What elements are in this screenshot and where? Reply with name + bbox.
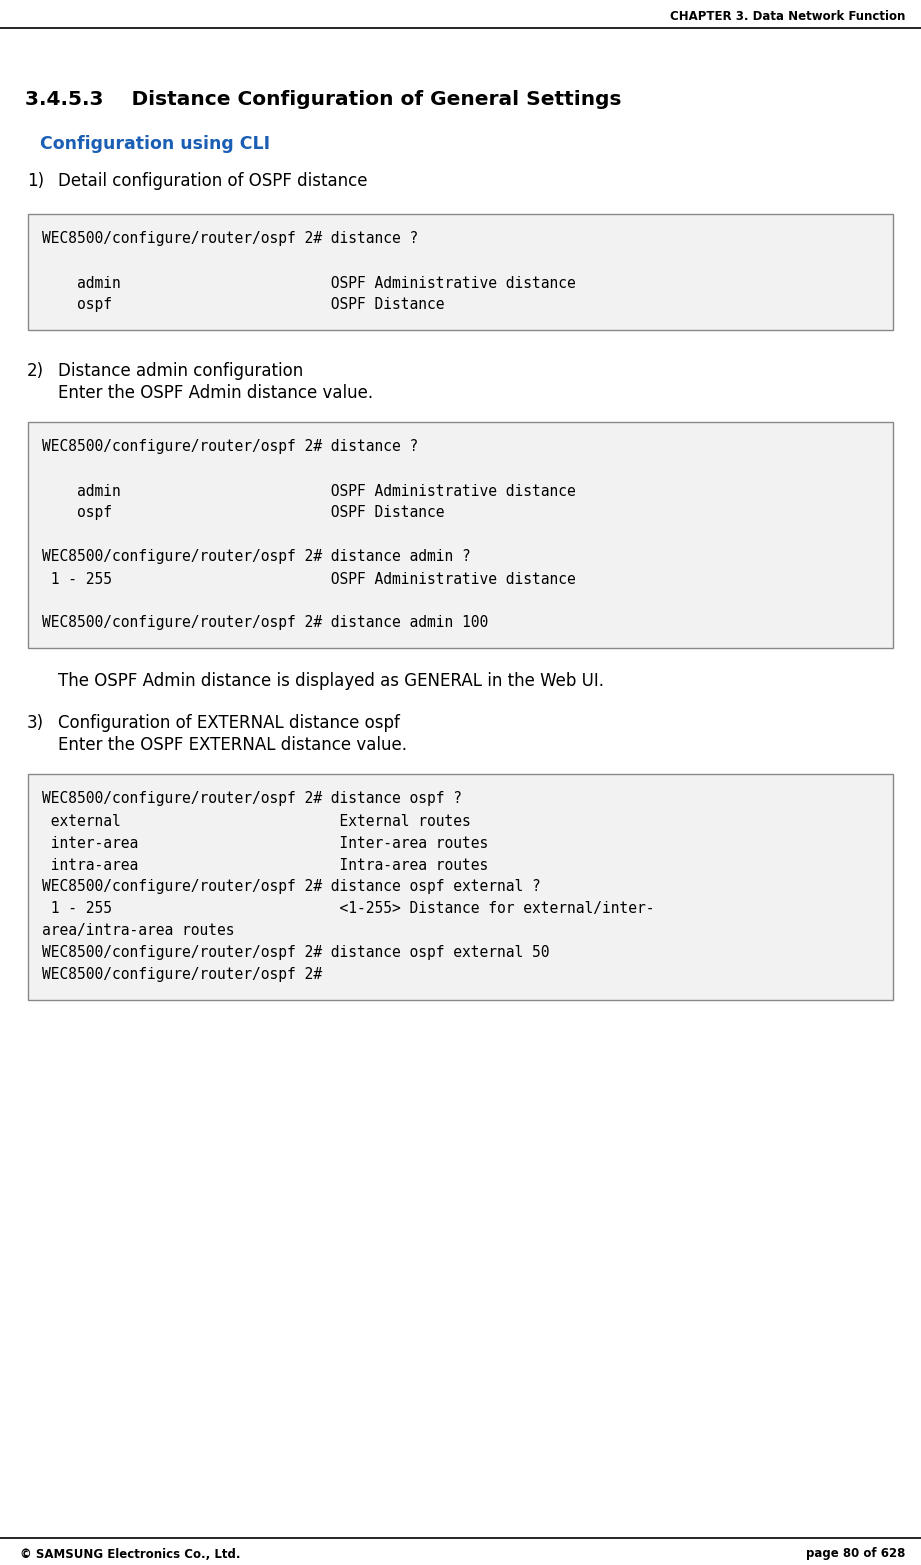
- Text: WEC8500/configure/router/ospf 2# distance ospf external ?: WEC8500/configure/router/ospf 2# distanc…: [42, 880, 541, 895]
- Text: 1): 1): [27, 172, 44, 189]
- Text: 3): 3): [27, 714, 44, 732]
- Text: external                         External routes: external External routes: [42, 814, 471, 828]
- Text: The OSPF Admin distance is displayed as GENERAL in the Web UI.: The OSPF Admin distance is displayed as …: [58, 671, 604, 690]
- Text: WEC8500/configure/router/ospf 2# distance ospf external 50: WEC8500/configure/router/ospf 2# distanc…: [42, 945, 550, 961]
- Text: Enter the OSPF Admin distance value.: Enter the OSPF Admin distance value.: [58, 383, 373, 402]
- Text: ospf                         OSPF Distance: ospf OSPF Distance: [42, 505, 445, 521]
- Text: 3.4.5.3    Distance Configuration of General Settings: 3.4.5.3 Distance Configuration of Genera…: [25, 91, 622, 110]
- Text: WEC8500/configure/router/ospf 2# distance ?: WEC8500/configure/router/ospf 2# distanc…: [42, 232, 418, 247]
- Text: 1 - 255                          <1-255> Distance for external/inter-: 1 - 255 <1-255> Distance for external/in…: [42, 901, 655, 917]
- Text: admin                        OSPF Administrative distance: admin OSPF Administrative distance: [42, 275, 576, 291]
- Text: area/intra-area routes: area/intra-area routes: [42, 923, 235, 939]
- Text: page 80 of 628: page 80 of 628: [806, 1548, 905, 1560]
- Text: Detail configuration of OSPF distance: Detail configuration of OSPF distance: [58, 172, 367, 189]
- Text: Distance admin configuration: Distance admin configuration: [58, 362, 303, 380]
- Text: Configuration of EXTERNAL distance ospf: Configuration of EXTERNAL distance ospf: [58, 714, 400, 732]
- FancyBboxPatch shape: [28, 775, 893, 1000]
- FancyBboxPatch shape: [28, 423, 893, 648]
- Text: Configuration using CLI: Configuration using CLI: [40, 135, 270, 153]
- Text: WEC8500/configure/router/ospf 2#: WEC8500/configure/router/ospf 2#: [42, 967, 322, 983]
- Text: admin                        OSPF Administrative distance: admin OSPF Administrative distance: [42, 484, 576, 499]
- Text: © SAMSUNG Electronics Co., Ltd.: © SAMSUNG Electronics Co., Ltd.: [20, 1548, 240, 1560]
- Text: 2): 2): [27, 362, 44, 380]
- Text: WEC8500/configure/router/ospf 2# distance ?: WEC8500/configure/router/ospf 2# distanc…: [42, 440, 418, 454]
- FancyBboxPatch shape: [28, 214, 893, 330]
- Text: CHAPTER 3. Data Network Function: CHAPTER 3. Data Network Function: [670, 9, 905, 22]
- Text: WEC8500/configure/router/ospf 2# distance admin ?: WEC8500/configure/router/ospf 2# distanc…: [42, 549, 471, 565]
- Text: WEC8500/configure/router/ospf 2# distance admin 100: WEC8500/configure/router/ospf 2# distanc…: [42, 615, 488, 631]
- Text: 1 - 255                         OSPF Administrative distance: 1 - 255 OSPF Administrative distance: [42, 571, 576, 587]
- Text: intra-area                       Intra-area routes: intra-area Intra-area routes: [42, 858, 488, 873]
- Text: ospf                         OSPF Distance: ospf OSPF Distance: [42, 297, 445, 313]
- Text: inter-area                       Inter-area routes: inter-area Inter-area routes: [42, 836, 488, 850]
- Text: WEC8500/configure/router/ospf 2# distance ospf ?: WEC8500/configure/router/ospf 2# distanc…: [42, 792, 462, 806]
- Text: Enter the OSPF EXTERNAL distance value.: Enter the OSPF EXTERNAL distance value.: [58, 736, 407, 754]
